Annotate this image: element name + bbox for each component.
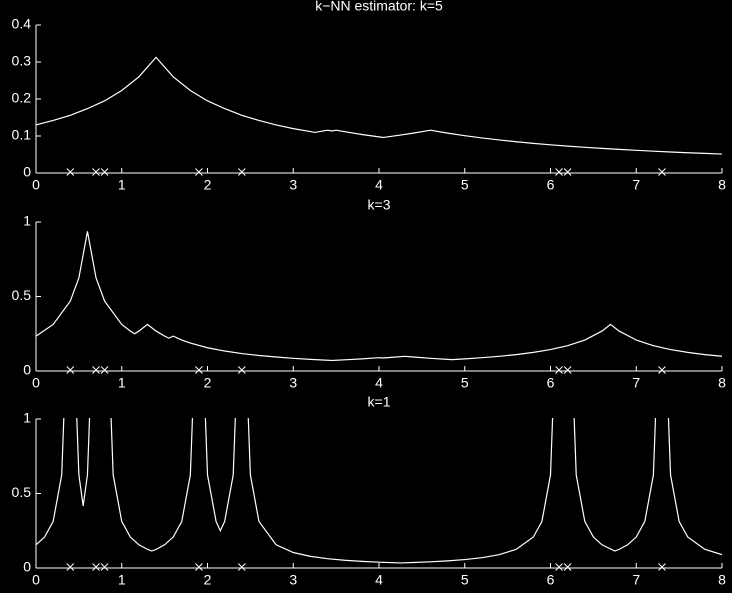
- marker-stroke: [555, 563, 563, 571]
- sample-marker: [563, 168, 572, 176]
- x-tick-label: 6: [547, 375, 555, 391]
- y-tick-label: 0.2: [12, 90, 32, 106]
- x-tick-label: 5: [461, 375, 469, 391]
- y-tick-label: 0.1: [12, 127, 32, 143]
- marker-stroke: [237, 563, 246, 571]
- x-tick-label: 8: [718, 572, 726, 588]
- y-tick-label: 1: [23, 213, 31, 229]
- marker-stroke: [658, 168, 666, 176]
- x-tick-label: 4: [375, 177, 383, 193]
- sample-marker: [555, 168, 563, 176]
- sample-marker: [100, 168, 109, 176]
- y-tick-label: 0.5: [12, 287, 32, 303]
- x-tick-label: 0: [32, 375, 40, 391]
- y-tick-label: 0.4: [12, 16, 32, 32]
- sample-marker: [237, 563, 246, 571]
- marker-stroke: [563, 366, 572, 374]
- marker-stroke: [100, 168, 109, 176]
- density-line: [36, 56, 722, 155]
- x-tick-label: 3: [289, 572, 297, 588]
- marker-stroke: [100, 366, 109, 374]
- y-tick-label: 0: [23, 164, 31, 180]
- x-tick-label: 1: [118, 572, 126, 588]
- subplot-title: k=3: [368, 197, 391, 213]
- marker-stroke: [100, 563, 109, 571]
- marker-stroke: [563, 168, 572, 176]
- x-tick-label: 0: [32, 572, 40, 588]
- sample-marker: [658, 168, 666, 176]
- sample-marker: [563, 366, 572, 374]
- x-tick-label: 7: [632, 177, 640, 193]
- marker-stroke: [195, 168, 203, 176]
- marker-stroke: [237, 366, 246, 374]
- marker-stroke: [66, 366, 75, 374]
- sample-marker: [555, 563, 563, 571]
- subplot: k=1 0 0.5 1 0 1 2 3 4 5 6 7 8: [12, 394, 727, 588]
- x-tick-label: 1: [118, 375, 126, 391]
- density-line: [36, 418, 722, 564]
- subplot-title: k−NN estimator: k=5: [315, 0, 443, 14]
- sample-marker: [563, 563, 572, 571]
- x-tick-label: 8: [718, 177, 726, 193]
- marker-stroke: [66, 563, 75, 571]
- x-tick-label: 2: [204, 375, 212, 391]
- marker-stroke: [92, 366, 100, 374]
- x-tick-label: 4: [375, 375, 383, 391]
- x-tick-label: 4: [375, 572, 383, 588]
- marker-stroke: [658, 563, 666, 571]
- marker-stroke: [237, 168, 246, 176]
- x-tick-label: 3: [289, 375, 297, 391]
- density-line: [36, 231, 722, 362]
- sample-marker: [100, 563, 109, 571]
- y-tick-label: 0.3: [12, 53, 32, 69]
- sample-marker: [658, 563, 666, 571]
- sample-marker: [237, 366, 246, 374]
- marker-stroke: [555, 168, 563, 176]
- sample-marker: [66, 168, 75, 176]
- marker-stroke: [92, 168, 100, 176]
- sample-marker: [66, 366, 75, 374]
- sample-marker: [100, 366, 109, 374]
- sample-marker: [92, 168, 100, 176]
- y-tick-label: 0: [23, 362, 31, 378]
- x-tick-label: 6: [547, 572, 555, 588]
- sample-marker: [555, 366, 563, 374]
- x-tick-label: 2: [204, 572, 212, 588]
- sample-marker: [92, 563, 100, 571]
- marker-stroke: [658, 366, 666, 374]
- x-tick-label: 5: [461, 177, 469, 193]
- y-tick-label: 0.5: [12, 484, 32, 500]
- x-tick-label: 5: [461, 572, 469, 588]
- sample-marker: [92, 366, 100, 374]
- y-tick-label: 1: [23, 410, 31, 426]
- subplot-title: k=1: [368, 394, 391, 410]
- marker-stroke: [195, 366, 203, 374]
- sample-marker: [237, 168, 246, 176]
- sample-marker: [66, 563, 75, 571]
- x-tick-label: 6: [547, 177, 555, 193]
- sample-marker: [195, 168, 203, 176]
- x-tick-label: 7: [632, 375, 640, 391]
- x-tick-label: 3: [289, 177, 297, 193]
- subplot: k−NN estimator: k=5 0 0.1 0.2 0.3 0.4 0 1 2 3 4 5 6 7…: [12, 0, 727, 193]
- x-tick-label: 8: [718, 375, 726, 391]
- x-tick-label: 1: [118, 177, 126, 193]
- sample-marker: [658, 366, 666, 374]
- x-tick-label: 2: [204, 177, 212, 193]
- subplot: k=3 0 0.5 1 0 1 2 3 4 5 6 7 8: [12, 197, 727, 391]
- sample-marker: [195, 366, 203, 374]
- x-tick-label: 0: [32, 177, 40, 193]
- x-tick-label: 7: [632, 572, 640, 588]
- marker-stroke: [92, 563, 100, 571]
- sample-marker: [195, 563, 203, 571]
- marker-stroke: [66, 168, 75, 176]
- marker-stroke: [563, 563, 572, 571]
- y-tick-label: 0: [23, 559, 31, 575]
- marker-stroke: [195, 563, 203, 571]
- marker-stroke: [555, 366, 563, 374]
